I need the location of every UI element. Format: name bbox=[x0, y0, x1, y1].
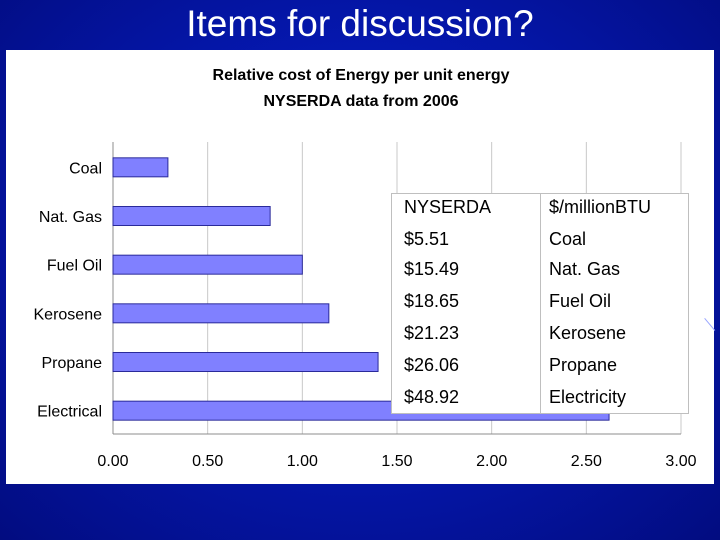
x-tick-label: 2.50 bbox=[571, 453, 602, 470]
table-header: NYSERDA bbox=[404, 197, 492, 217]
bar-fuel-oil bbox=[112, 254, 303, 275]
cost-table: NYSERDA $/millionBTU $5.51 Coal $15.49 Nat. G… bbox=[391, 193, 689, 414]
category-label: Propane bbox=[42, 355, 103, 372]
table-cell: Fuel Oil bbox=[549, 291, 612, 311]
bar-coal bbox=[112, 157, 169, 178]
table-cell: $18.65 bbox=[404, 291, 460, 311]
bar-nat-gas bbox=[112, 206, 271, 226]
x-tick-label: 3.00 bbox=[665, 453, 696, 470]
category-label: Coal bbox=[69, 160, 102, 177]
x-tick-label: 1.50 bbox=[381, 453, 412, 470]
table-cell: $15.49 bbox=[404, 259, 460, 279]
table-cell: $21.23 bbox=[404, 323, 460, 343]
table-column-divider bbox=[540, 194, 541, 413]
slide-title: Items for discussion? bbox=[186, 3, 534, 44]
x-tick-labels: 0.00 0.50 1.00 1.50 2.00 2.50 3.00 bbox=[97, 453, 696, 470]
table-cell: $26.06 bbox=[404, 355, 460, 375]
category-label: Electrical bbox=[37, 404, 102, 421]
x-tick-label: 2.00 bbox=[476, 453, 507, 470]
category-label: Kerosene bbox=[34, 306, 103, 323]
bar-propane bbox=[112, 352, 379, 372]
bar-kerosene bbox=[112, 303, 330, 324]
x-tick-label: 1.00 bbox=[287, 453, 318, 470]
bar-chart: Relative cost of Energy per unit energy … bbox=[34, 67, 697, 470]
chart-panel: Relative cost of Energy per unit energy … bbox=[6, 50, 714, 484]
table-cell: Nat. Gas bbox=[549, 259, 621, 279]
x-tick-label: 0.00 bbox=[97, 453, 128, 470]
category-label: Nat. Gas bbox=[39, 209, 102, 226]
table-cell: $48.92 bbox=[404, 387, 460, 407]
chart-subtitle: NYSERDA data from 2006 bbox=[263, 93, 458, 110]
table-cell: Coal bbox=[549, 229, 587, 249]
category-labels: Coal Nat. Gas Fuel Oil Kerosene Propane Elect… bbox=[34, 160, 103, 420]
x-tick-label: 0.50 bbox=[192, 453, 223, 470]
table-header: $/millionBTU bbox=[549, 197, 652, 217]
category-label: Fuel Oil bbox=[47, 258, 102, 275]
table-cell: Kerosene bbox=[549, 323, 627, 343]
chart-title: Relative cost of Energy per unit energy bbox=[213, 67, 510, 84]
bars bbox=[112, 157, 610, 421]
table-cell: $5.51 bbox=[404, 229, 450, 249]
table-cell: Electricity bbox=[549, 387, 627, 407]
table-cell: Propane bbox=[549, 355, 618, 375]
